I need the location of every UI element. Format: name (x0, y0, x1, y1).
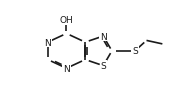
Text: N: N (63, 64, 70, 73)
Text: S: S (100, 62, 106, 71)
Text: OH: OH (60, 16, 73, 25)
Text: N: N (44, 38, 51, 47)
Text: S: S (132, 47, 138, 56)
Text: N: N (100, 32, 107, 41)
